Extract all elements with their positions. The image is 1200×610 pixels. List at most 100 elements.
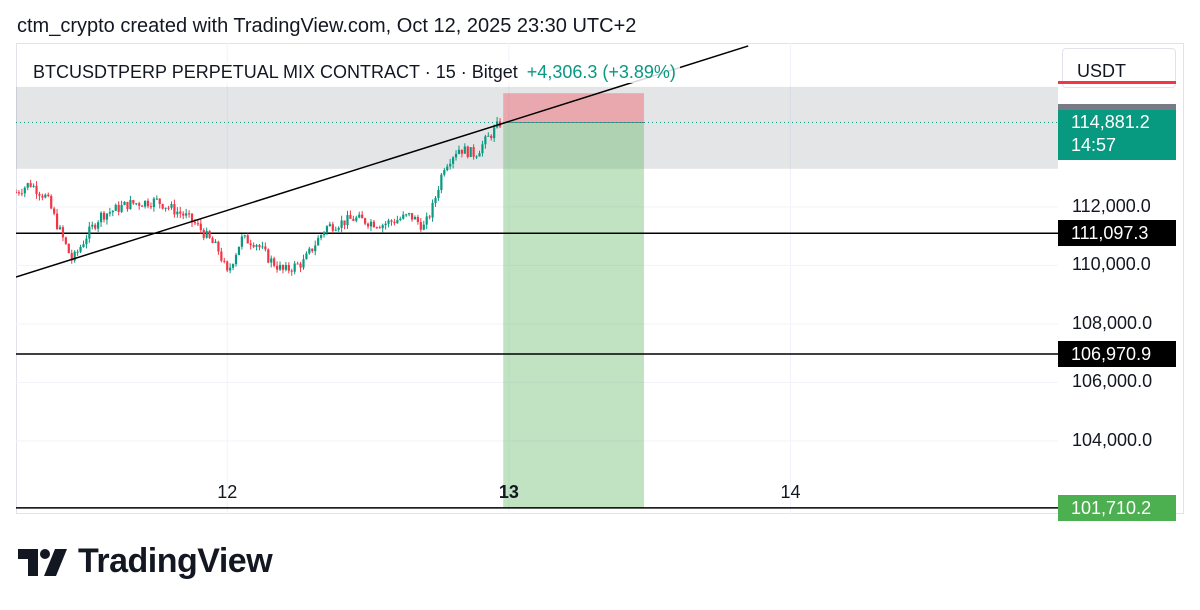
candle-body <box>152 198 155 208</box>
candle-body <box>102 212 106 220</box>
candle-body <box>305 253 308 260</box>
candle-body <box>114 204 117 211</box>
candle-body <box>223 260 226 262</box>
candle-body <box>314 245 317 252</box>
candle-body <box>440 174 443 191</box>
candle-body <box>44 194 47 198</box>
time-tick-label: 13 <box>498 482 519 502</box>
last-price-value: 114,881.2 <box>1071 111 1150 132</box>
candle-body <box>469 147 472 158</box>
candle-body <box>179 211 182 214</box>
candle-body <box>246 235 249 244</box>
horizontal-level-2-label: 106,970.9 <box>1058 340 1176 367</box>
candle-body <box>290 270 293 272</box>
candle-body <box>428 216 431 218</box>
candle-body <box>437 190 440 198</box>
candle-body <box>47 194 50 197</box>
symbol-legend[interactable]: BTCUSDTPERP PERPETUAL MIX CONTRACT · 15 … <box>29 62 680 83</box>
candle-body <box>413 217 417 220</box>
candle-body <box>258 245 261 248</box>
candle-body <box>396 220 399 224</box>
candle-body <box>463 146 466 154</box>
candle-body <box>97 222 100 229</box>
candle-body <box>161 204 164 209</box>
candle-body <box>264 246 267 250</box>
candle-body <box>472 147 475 157</box>
candle-body <box>211 237 214 244</box>
candle-body <box>214 241 217 244</box>
candle-body <box>76 251 79 253</box>
candle-body <box>431 202 434 218</box>
candle-body <box>196 223 199 225</box>
candle-body <box>143 200 147 207</box>
candle-body <box>99 212 103 223</box>
candle-body <box>490 135 493 139</box>
price-scale-alert-marker <box>1058 81 1176 85</box>
candle-body <box>61 227 65 238</box>
currency-selector[interactable]: USDT <box>1062 48 1176 88</box>
candle-body <box>352 218 355 221</box>
candle-body <box>425 216 428 225</box>
candle-body <box>346 215 349 226</box>
candle-body <box>126 201 129 210</box>
candle-body <box>481 144 484 154</box>
candle-body <box>487 135 490 137</box>
candle-body <box>457 149 461 154</box>
supply-zone-rectangle[interactable] <box>16 86 1058 169</box>
candle-body <box>419 221 422 230</box>
chart-plot-area[interactable] <box>16 43 1058 514</box>
candle-body <box>220 251 223 261</box>
price-tick-label: 106,000.0 <box>1072 371 1153 392</box>
candle-body <box>387 220 390 224</box>
trendline[interactable] <box>16 45 749 278</box>
candle-body <box>378 227 381 229</box>
candle-body <box>35 185 38 195</box>
candle-body <box>278 265 282 270</box>
candle-body <box>410 213 414 220</box>
symbol-description: BTCUSDTPERP PERPETUAL MIX CONTRACT · 15 … <box>33 62 518 82</box>
candle-body <box>434 197 437 203</box>
candle-body <box>255 245 258 247</box>
candle-body <box>478 153 481 157</box>
candle-body <box>325 226 329 233</box>
candle-body <box>375 227 378 229</box>
candle-body <box>138 203 141 206</box>
candle-body <box>308 248 311 254</box>
candle-body <box>281 265 285 270</box>
candle-body <box>399 218 402 221</box>
candle-body <box>299 263 302 268</box>
candle-body <box>187 213 191 215</box>
candle-body <box>416 217 419 222</box>
candle-body <box>182 213 185 216</box>
candle-body <box>287 265 290 271</box>
candle-body <box>167 207 170 209</box>
candle-body <box>91 224 94 227</box>
candle-body <box>111 210 114 213</box>
candle-body <box>82 244 85 247</box>
candle-body <box>17 192 21 194</box>
candle-body <box>146 200 150 207</box>
candle-body <box>190 213 194 223</box>
candle-body <box>41 195 44 198</box>
short-position-stop-zone[interactable] <box>503 93 645 123</box>
candle-body <box>284 265 287 270</box>
price-tick-label: 104,000.0 <box>1072 429 1153 450</box>
candle-body <box>38 194 41 196</box>
tradingview-logo-icon <box>18 548 67 576</box>
candle-body <box>129 200 132 210</box>
candle-body <box>217 241 220 252</box>
candle-body <box>53 208 56 214</box>
candle-body <box>149 206 153 208</box>
candle-body <box>29 183 32 187</box>
candle-body <box>340 220 343 228</box>
bar-countdown: 14:57 <box>1071 134 1117 155</box>
candle-body <box>243 235 246 237</box>
candle-body <box>240 236 243 247</box>
candle-body <box>155 198 158 200</box>
candle-body <box>85 238 88 245</box>
candle-body <box>334 229 337 231</box>
candle-body <box>322 232 326 236</box>
candle-body <box>229 267 232 271</box>
short-position-target-zone[interactable] <box>503 122 645 508</box>
candle-body <box>55 213 59 229</box>
